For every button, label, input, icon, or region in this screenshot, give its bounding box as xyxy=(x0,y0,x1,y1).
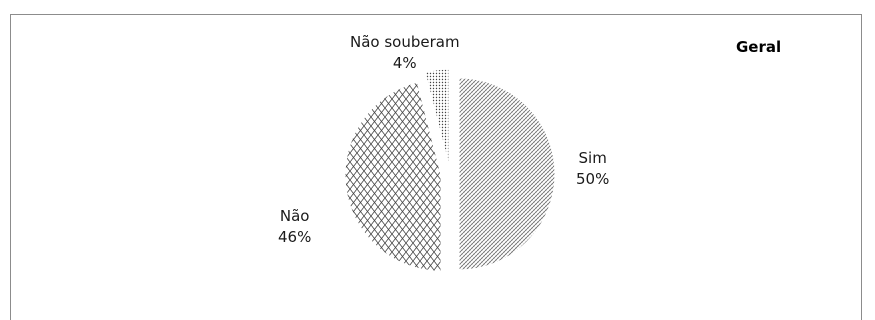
slice-label-nao-souberam-pct: 4% xyxy=(392,54,417,72)
slice-label-nao-souberam-name: Não souberam xyxy=(350,33,460,51)
pie-slice-nao xyxy=(344,81,442,272)
pie-slice-sim xyxy=(458,77,556,271)
slice-label-sim-name: Sim xyxy=(578,149,607,167)
slice-label-sim: Sim 50% xyxy=(576,148,609,190)
chart-frame xyxy=(10,14,862,320)
slice-label-sim-pct: 50% xyxy=(576,170,610,188)
slice-label-nao-pct: 46% xyxy=(278,228,312,246)
pie-slice-nao-souberam xyxy=(424,68,450,166)
slice-label-nao: Não 46% xyxy=(278,206,311,248)
slice-label-nao-souberam: Não souberam 4% xyxy=(350,32,460,74)
slice-label-nao-name: Não xyxy=(279,207,310,225)
chart-title: Geral xyxy=(736,38,782,56)
